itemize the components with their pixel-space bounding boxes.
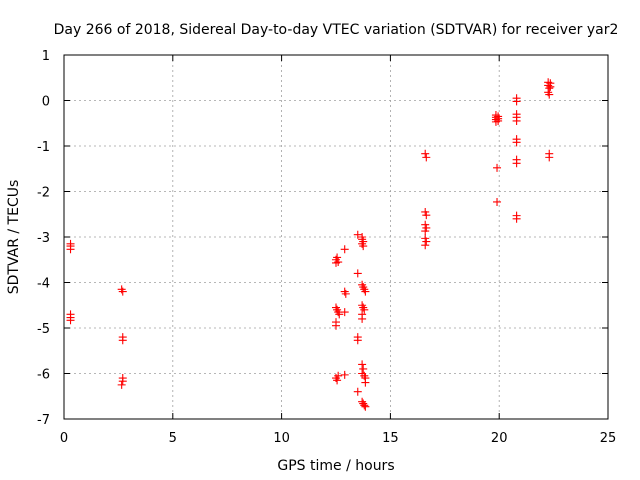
- x-axis-label: GPS time / hours: [277, 458, 394, 474]
- data-point: [118, 336, 127, 345]
- x-tick-label: 20: [491, 431, 508, 446]
- x-tick-label: 25: [600, 431, 617, 446]
- data-point: [340, 370, 349, 379]
- data-point: [332, 321, 340, 330]
- y-tick-label: -6: [37, 368, 50, 383]
- x-tick-label: 15: [382, 431, 399, 446]
- data-point: [361, 402, 370, 411]
- data-point: [66, 316, 75, 325]
- x-tick-label: 5: [169, 431, 177, 446]
- data-point: [353, 336, 362, 345]
- data-point: [421, 227, 430, 236]
- data-point: [493, 163, 502, 172]
- y-tick-label: 0: [42, 95, 50, 110]
- data-point: [512, 159, 521, 168]
- y-axis-label: SDTVAR / TECUs: [6, 180, 22, 295]
- x-tick-label: 0: [60, 431, 68, 446]
- data-point: [333, 376, 342, 385]
- data-point: [359, 364, 368, 373]
- data-point: [361, 287, 370, 296]
- y-tick-label: 1: [42, 49, 50, 64]
- data-point: [358, 360, 367, 369]
- y-tick-label: -5: [37, 322, 50, 337]
- data-point: [353, 230, 362, 239]
- data-point: [333, 253, 342, 262]
- data-point: [118, 377, 127, 386]
- data-point: [494, 116, 503, 125]
- chart-title: Day 266 of 2018, Sidereal Day-to-day VTE…: [54, 22, 619, 38]
- data-points: [66, 78, 555, 411]
- data-point: [360, 401, 369, 410]
- data-point: [512, 138, 521, 147]
- data-point: [66, 245, 75, 254]
- data-point: [340, 308, 349, 317]
- data-point: [421, 241, 430, 250]
- data-point: [422, 237, 431, 246]
- y-tick-label: -7: [37, 413, 50, 428]
- y-tick-label: -1: [37, 140, 50, 155]
- data-point: [334, 258, 343, 267]
- data-point: [421, 149, 430, 158]
- data-point: [335, 310, 344, 319]
- data-point: [359, 242, 368, 251]
- data-point: [545, 90, 554, 99]
- data-point: [546, 82, 555, 91]
- data-point: [358, 314, 367, 323]
- x-tick-label: 10: [273, 431, 290, 446]
- data-point: [422, 211, 431, 220]
- y-tick-label: -2: [37, 186, 50, 201]
- data-point: [422, 153, 431, 162]
- data-point: [341, 289, 350, 298]
- data-point: [361, 378, 370, 387]
- data-point: [512, 97, 521, 106]
- data-point: [334, 371, 343, 380]
- data-point: [545, 153, 554, 162]
- axis-ticks: 0 5 10 15 20 25 -7 -6 -5 -4 -3 -2 -1 0 1: [37, 49, 616, 446]
- data-point: [340, 245, 349, 254]
- data-point: [353, 387, 362, 396]
- data-point: [512, 214, 521, 223]
- data-point: [118, 287, 127, 296]
- data-point: [353, 269, 362, 278]
- data-point: [512, 116, 521, 125]
- y-tick-label: -4: [37, 277, 50, 292]
- grid: [64, 55, 608, 419]
- data-point: [360, 305, 369, 314]
- data-point: [117, 380, 126, 389]
- data-point: [493, 197, 502, 206]
- y-tick-label: -3: [37, 231, 50, 246]
